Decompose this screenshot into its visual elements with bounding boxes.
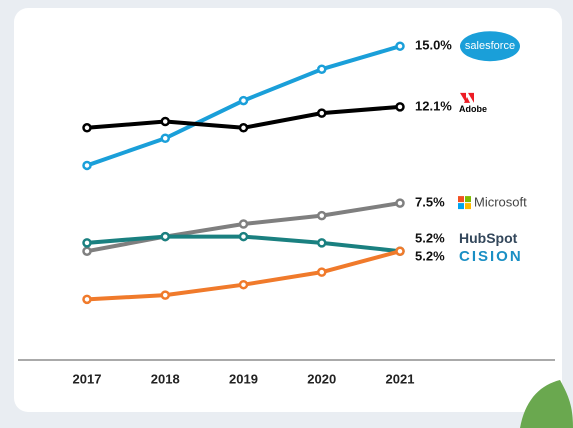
value-label: 15.0% xyxy=(415,38,452,53)
point xyxy=(238,231,249,242)
value-label: 12.1% xyxy=(415,98,452,113)
logo-square xyxy=(458,203,464,210)
point xyxy=(317,267,327,277)
point xyxy=(82,160,92,171)
point xyxy=(82,238,92,248)
point xyxy=(238,219,249,229)
card xyxy=(14,8,562,412)
logo-badge xyxy=(460,31,520,62)
x-tick-label: 2017 xyxy=(73,371,102,386)
logo-square xyxy=(465,196,471,203)
point xyxy=(82,123,92,133)
point xyxy=(238,123,249,133)
point xyxy=(160,231,170,242)
legend-label: salesforce xyxy=(465,40,515,52)
legend-label: CISION xyxy=(459,248,523,265)
logo-square xyxy=(458,196,464,203)
x-tick-label: 2019 xyxy=(229,371,258,386)
x-tick-label: 2021 xyxy=(386,371,415,386)
point xyxy=(238,95,249,106)
point xyxy=(395,198,405,208)
point xyxy=(82,246,92,256)
point xyxy=(82,294,92,305)
point xyxy=(395,246,405,256)
logo-square xyxy=(465,203,471,210)
point xyxy=(317,108,327,118)
x-tick-label: 2020 xyxy=(307,371,336,386)
point xyxy=(160,116,170,127)
point xyxy=(317,64,327,74)
point xyxy=(395,41,405,51)
value-label: 5.2% xyxy=(415,249,445,264)
legend-label: Microsoft xyxy=(474,195,527,210)
point xyxy=(238,279,249,290)
value-label: 5.2% xyxy=(415,231,445,246)
point xyxy=(160,290,170,300)
plant-decoration xyxy=(520,380,573,428)
logo-mark xyxy=(460,92,474,103)
point xyxy=(160,133,170,143)
x-tick-label: 2018 xyxy=(151,371,180,386)
point xyxy=(317,238,327,248)
legend-label: Adobe xyxy=(459,104,487,114)
point xyxy=(395,102,405,112)
value-label: 7.5% xyxy=(415,195,445,210)
point xyxy=(317,210,327,221)
legend-label: HubSpot xyxy=(459,230,518,246)
